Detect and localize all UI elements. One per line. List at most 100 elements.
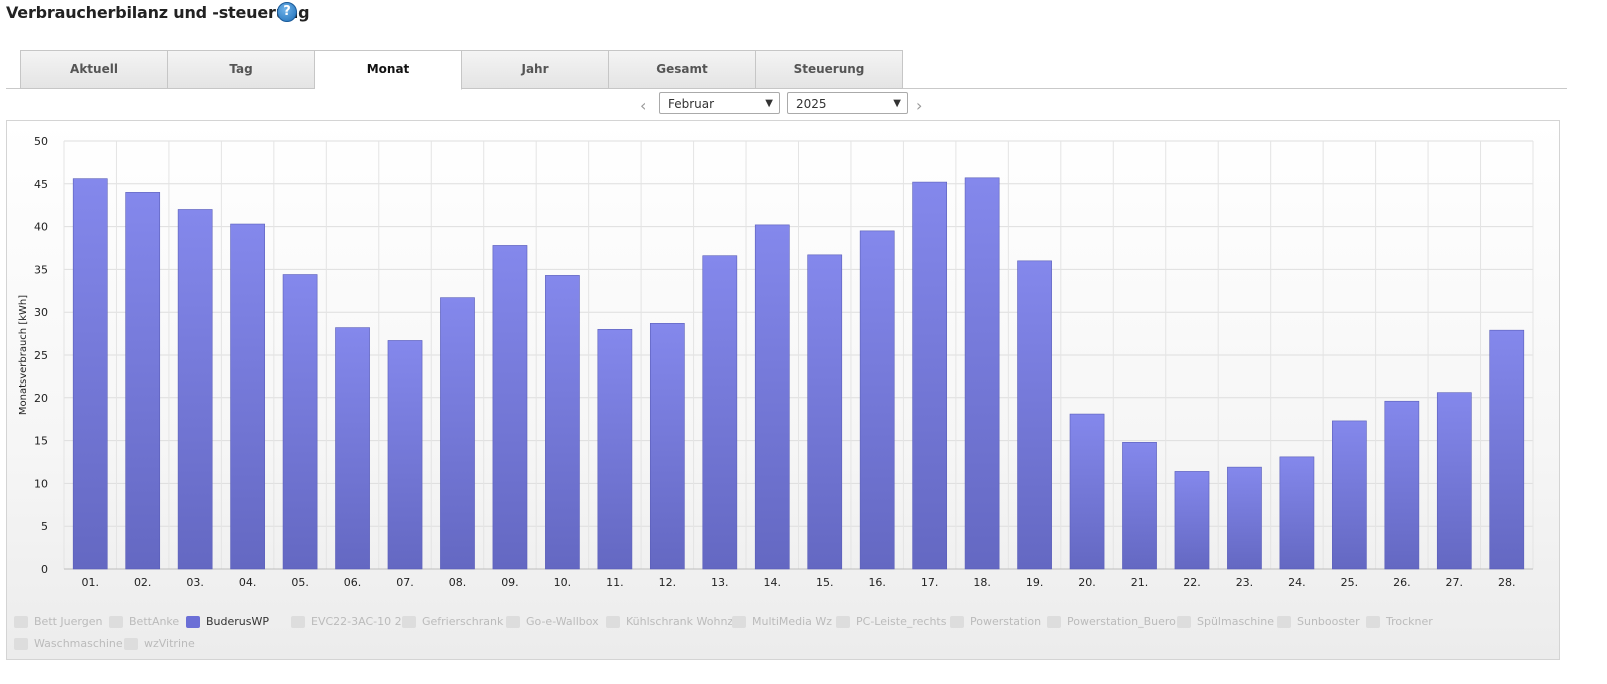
bar [335, 327, 370, 570]
legend-swatch [950, 615, 964, 628]
x-tick-label: 03. [186, 576, 204, 589]
bar [1227, 466, 1262, 570]
x-tick-label: 24. [1288, 576, 1306, 589]
legend-item[interactable]: Sunbooster [1277, 615, 1360, 628]
legend-item[interactable]: EVC22-3AC-10 294 [291, 615, 416, 628]
x-tick-label: 26. [1393, 576, 1411, 589]
y-tick-label: 20 [34, 392, 48, 405]
legend-item[interactable]: Go-e-Wallbox [506, 615, 599, 628]
y-tick-label: 10 [34, 477, 48, 490]
bar [1174, 471, 1210, 570]
legend-label: Go-e-Wallbox [526, 615, 599, 628]
chevron-down-icon: ▼ [765, 98, 773, 109]
x-tick-label: 23. [1236, 576, 1254, 589]
x-tick-label: 13. [711, 576, 729, 589]
bar-chart: 0 5 10 15 20 25 30 35 40 45 50 Monatsverbrauch [kWh… [18, 135, 1534, 589]
x-tick-label: 12. [659, 576, 677, 589]
bar [912, 181, 948, 570]
y-tick-label: 15 [34, 435, 48, 448]
bar [440, 297, 475, 570]
bar [282, 274, 318, 570]
legend-item[interactable]: BuderusWP [186, 615, 269, 628]
legend-swatch [606, 615, 620, 628]
legend-swatch [109, 615, 123, 628]
legend-swatch [1366, 615, 1380, 628]
legend-item[interactable]: Spülmaschine [1177, 615, 1274, 628]
bar [1332, 420, 1367, 570]
legend-label: Sunbooster [1297, 615, 1360, 628]
legend-label: Trockner [1386, 615, 1433, 628]
legend-item[interactable]: wzVitrine [124, 637, 195, 650]
legend-label: Gefrierschrank [422, 615, 504, 628]
chevron-left-icon[interactable]: ‹ [640, 96, 647, 115]
bar [859, 230, 895, 570]
year-select-value: 2025 [796, 97, 827, 111]
tab-tag[interactable]: Tag [168, 50, 315, 89]
legend-label: PC-Leiste_rechts [856, 615, 947, 628]
legend-label: BettAnke [129, 615, 180, 628]
y-tick-label: 5 [41, 520, 48, 533]
legend-item[interactable]: Powerstation_Buero [1047, 615, 1176, 628]
bar [1384, 400, 1420, 570]
legend-swatch [14, 637, 28, 650]
y-axis-label: Monatsverbrauch [kWh] [18, 295, 29, 415]
legend-label: Spülmaschine [1197, 615, 1274, 628]
tab-steuerung[interactable]: Steuerung [756, 50, 903, 89]
bar [387, 340, 423, 570]
x-tick-label: 15. [816, 576, 834, 589]
legend-item[interactable]: Powerstation [950, 615, 1041, 628]
x-tick-label: 25. [1341, 576, 1359, 589]
bar [807, 254, 843, 570]
legend-swatch [1047, 615, 1061, 628]
legend-swatch [1277, 615, 1291, 628]
x-tick-label: 09. [501, 576, 519, 589]
bar [72, 178, 108, 570]
tab-monat[interactable]: Monat [315, 50, 462, 90]
legend-label: wzVitrine [144, 637, 195, 650]
x-tick-label: 11. [606, 576, 624, 589]
y-tick-label: 25 [34, 349, 48, 362]
x-tick-label: 19. [1026, 576, 1044, 589]
x-tick-label: 17. [921, 576, 939, 589]
chart-container: 0 5 10 15 20 25 30 35 40 45 50 Monatsverbrauch [kWh… [6, 120, 1560, 660]
legend-item[interactable]: MultiMedia Wz [732, 615, 832, 628]
legend-label: EVC22-3AC-10 294 [311, 615, 416, 628]
x-tick-label: 02. [134, 576, 152, 589]
legend-item[interactable]: BettAnke [109, 615, 179, 628]
legend-label: Powerstation [970, 615, 1042, 628]
bar [125, 192, 161, 570]
bar [1436, 392, 1472, 570]
legend-item[interactable]: PC-Leiste_rechts [836, 615, 946, 628]
x-tick-label: 06. [344, 576, 362, 589]
y-tick-label: 35 [34, 263, 48, 276]
bar [754, 224, 790, 570]
x-tick-label: 18. [973, 576, 991, 589]
bar [597, 329, 633, 570]
legend-item[interactable]: Kühlschrank Wohnz [606, 615, 733, 628]
help-icon[interactable]: ? [277, 2, 297, 22]
year-select[interactable]: 2025 ▼ [787, 92, 908, 114]
tab-jahr[interactable]: Jahr [462, 50, 609, 89]
bar [1489, 329, 1525, 570]
x-tick-label: 20. [1078, 576, 1096, 589]
legend-label: Bett Juergen [34, 615, 103, 628]
tab-aktuell[interactable]: Aktuell [20, 50, 168, 89]
legend-swatch [186, 615, 200, 628]
bar [1122, 442, 1157, 570]
x-tick-label: 27. [1446, 576, 1464, 589]
x-tick-label: 05. [291, 576, 309, 589]
legend-label: Powerstation_Buero [1067, 615, 1176, 628]
x-tick-label: 10. [554, 576, 572, 589]
legend-label: Kühlschrank Wohnz [626, 615, 734, 628]
legend-label: BuderusWP [206, 615, 270, 628]
x-tick-label: 21. [1131, 576, 1149, 589]
legend-item[interactable]: Trockner [1366, 615, 1433, 628]
tab-gesamt[interactable]: Gesamt [609, 50, 756, 89]
legend-item[interactable]: Bett Juergen [14, 615, 102, 628]
page-title: Verbraucherbilanz und -steuerung [6, 3, 310, 22]
chevron-right-icon[interactable]: › [916, 96, 923, 115]
month-select[interactable]: Februar ▼ [659, 92, 780, 114]
legend-item[interactable]: Gefrierschrank [402, 615, 503, 628]
legend-swatch [124, 637, 138, 650]
legend-item[interactable]: Waschmaschine [14, 637, 123, 650]
